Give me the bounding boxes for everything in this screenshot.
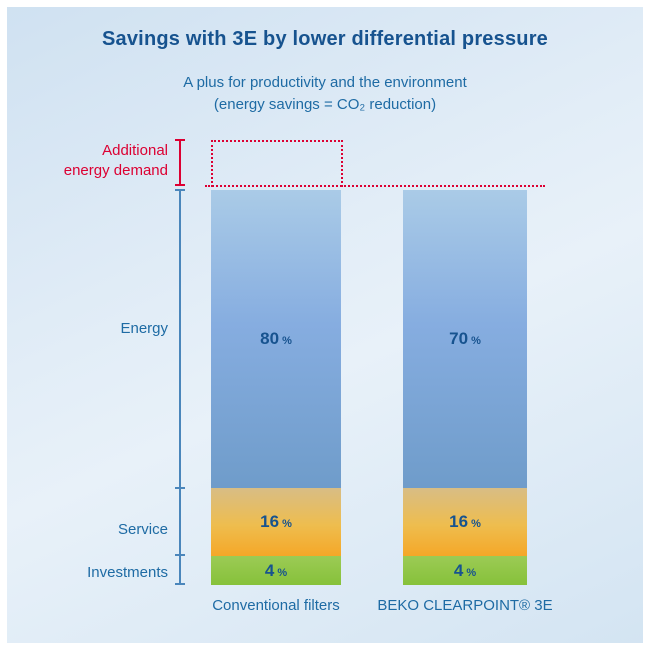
bar1-service-segment: 16% — [211, 488, 341, 556]
bar1-investments-unit: % — [277, 566, 288, 579]
bar2-service-value: 16% — [449, 512, 481, 532]
label-service: Service — [117, 521, 168, 538]
chart-subtitle-line2: (energy savings = CO₂ reduction) — [213, 96, 437, 113]
category-label-conventional-filters: Conventional filters — [212, 597, 340, 614]
axis-tick-energy-top — [175, 189, 185, 191]
bar1-service-number: 16 — [260, 512, 280, 531]
axis-tick-bottom — [175, 583, 185, 585]
bar2-energy-value: 70% — [449, 329, 481, 349]
bar2-energy-number: 70 — [449, 329, 469, 348]
bar1-energy-unit: % — [282, 335, 292, 347]
bar1-energy-value: 80% — [260, 329, 292, 349]
label-investments: Investments — [87, 564, 168, 581]
axis-tick-investments-top — [175, 554, 185, 556]
label-additional-line2: energy demand — [63, 162, 168, 179]
bar2-investments-segment: 4% — [403, 556, 527, 585]
bar1-service-unit: % — [282, 518, 292, 530]
label-additional-line1: Additional — [102, 142, 168, 159]
additional-demand-bracket-tick-bottom — [175, 184, 185, 186]
additional-demand-outline — [211, 140, 343, 187]
bar1-investments-value: 4% — [265, 561, 287, 581]
bar2-service-number: 16 — [449, 512, 469, 531]
bar2-investments-unit: % — [466, 566, 477, 579]
category-label-beko-clearpoint-3e: BEKO CLEARPOINT® 3E — [377, 597, 553, 614]
bar2-investments-value: 4% — [454, 561, 476, 581]
bar2-energy-segment: 70% — [403, 190, 527, 488]
axis-tick-service-top — [175, 487, 185, 489]
bar1-investments-number: 4 — [264, 560, 275, 580]
bar1-energy-segment: 80% — [211, 190, 341, 488]
chart-title: Savings with 3E by lower differential pr… — [102, 28, 548, 50]
baseline-dotted-line — [205, 185, 545, 187]
bar2-investments-number: 4 — [453, 560, 464, 580]
chart-subtitle-line1: A plus for productivity and the environm… — [183, 74, 467, 91]
label-energy: Energy — [120, 320, 168, 337]
bar2-service-segment: 16% — [403, 488, 527, 556]
bar1-energy-number: 80 — [260, 329, 280, 348]
y-axis-line — [179, 190, 181, 585]
additional-demand-bracket-tick-top — [175, 139, 185, 141]
bar1-service-value: 16% — [260, 512, 292, 532]
label-additional-energy-demand: Additional energy demand — [20, 141, 168, 181]
additional-demand-bracket-line — [179, 141, 181, 184]
bar1-investments-segment: 4% — [211, 556, 341, 585]
bar2-energy-unit: % — [471, 335, 481, 347]
bar2-service-unit: % — [471, 518, 481, 530]
